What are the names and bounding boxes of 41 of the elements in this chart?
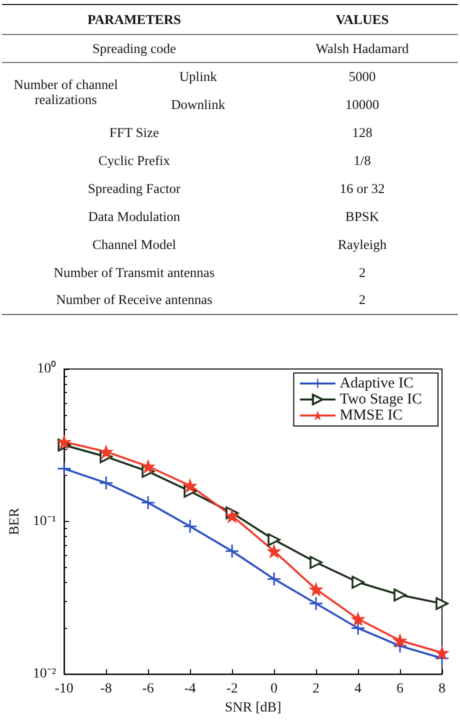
text: 2 <box>358 264 367 282</box>
x-tick-label: -6 <box>142 682 154 697</box>
y-tick-label: 10⁻² <box>32 666 56 682</box>
x-tick-label: 6 <box>396 682 404 697</box>
text: Uplink <box>178 68 218 86</box>
text: Number of Receive antennas <box>2 286 266 314</box>
text: Cyclic Prefix <box>97 152 172 170</box>
text: Data Modulation <box>87 208 182 226</box>
text: 16 or 32 <box>338 180 386 198</box>
text: FFT Size <box>108 124 160 142</box>
x-tick-label: 2 <box>312 682 320 697</box>
x-tick-label: 8 <box>438 682 446 697</box>
legend-label: Adaptive IC <box>340 376 414 392</box>
text: Walsh Hadamard <box>266 34 458 62</box>
x-tick-label: -10 <box>54 682 74 697</box>
text: 1/8 <box>352 152 372 170</box>
text: Spreading Factor <box>86 180 182 198</box>
text: BPSK <box>344 208 380 226</box>
x-tick-label: -4 <box>184 682 196 697</box>
text: Downlink <box>170 96 226 114</box>
text: 10000 <box>344 96 380 114</box>
text: Rayleigh <box>336 236 388 254</box>
text: 2 <box>266 286 458 314</box>
text: Channel Model <box>91 236 178 254</box>
text: 128 <box>351 124 374 142</box>
x-tick-label: -2 <box>226 682 238 697</box>
legend-label: Two Stage IC <box>340 392 422 408</box>
y-axis-title: BER <box>8 507 22 536</box>
y-tick-label: 10⁰ <box>37 360 56 376</box>
y-tick-label: 10⁻¹ <box>32 514 56 530</box>
text: 5000 <box>348 68 377 86</box>
x-tick-label: 0 <box>270 682 278 697</box>
x-tick-label: -8 <box>100 682 112 697</box>
text: Number of channel realizations <box>12 76 119 109</box>
text: Spreading code <box>2 34 266 62</box>
text: Number of Transmit antennas <box>52 264 216 282</box>
legend-label: MMSE IC <box>340 408 403 424</box>
text: VALUES <box>266 4 458 34</box>
text: PARAMETERS <box>2 4 266 34</box>
x-tick-label: 4 <box>354 682 362 697</box>
x-axis-title: SNR [dB] <box>224 700 282 716</box>
